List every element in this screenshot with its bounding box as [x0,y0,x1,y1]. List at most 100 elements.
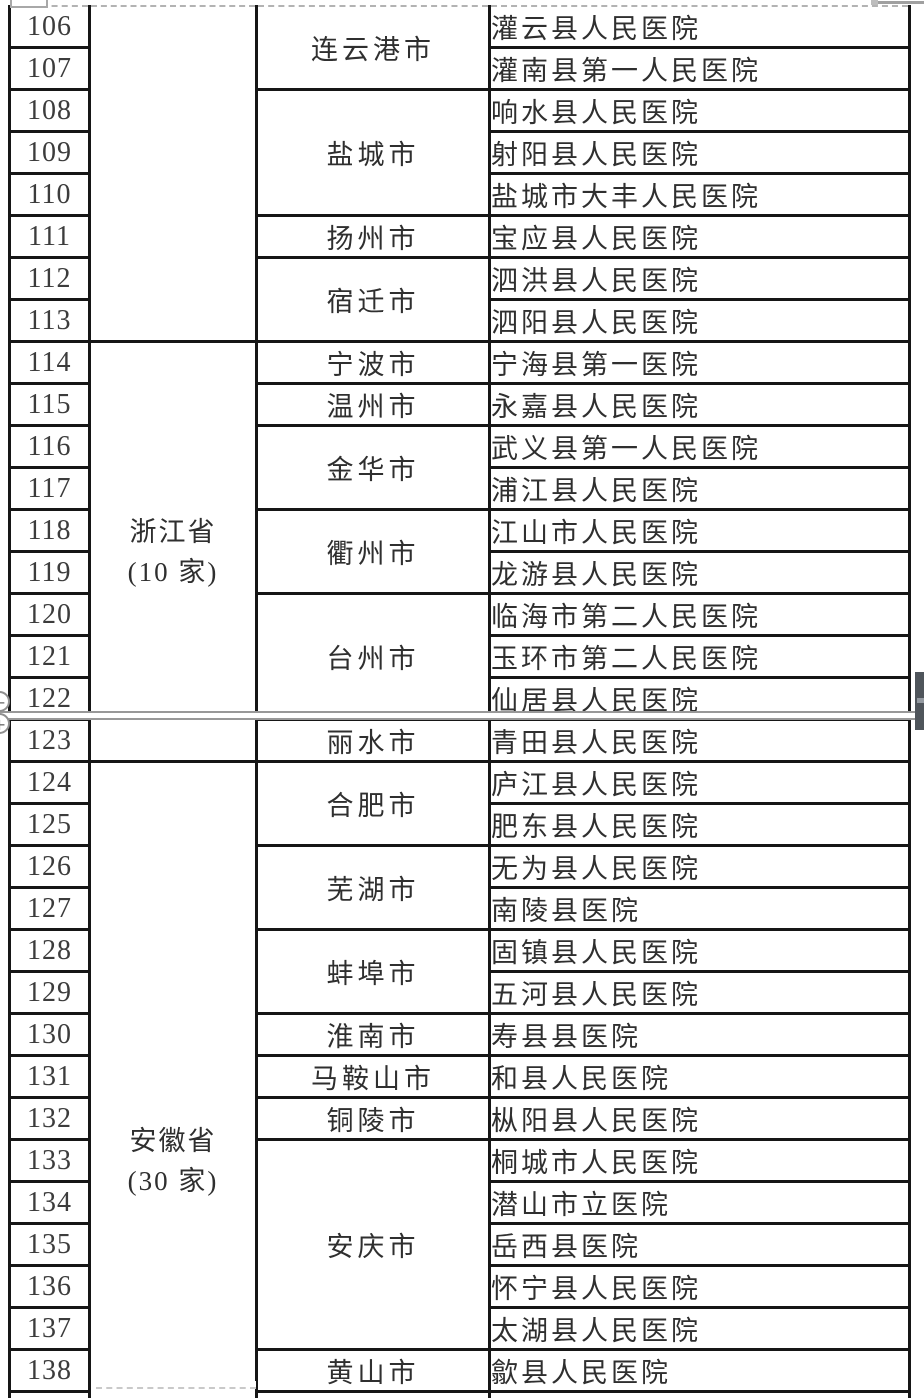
table-row: 113 泗阳县人民医院 [8,298,911,343]
province-cell [88,5,258,343]
table-row: 119 龙游县人民医院 [8,550,911,595]
row-number-cell: 138 [8,1348,91,1393]
province-label-line: 浙江省 [129,516,217,547]
city-cell: 阜阳市 [255,1390,491,1398]
city-cell: 丽水市 [255,718,491,763]
hospital-name-cell: 玉环市第二人民医院 [488,634,911,679]
hospital-name-cell: 歙县人民医院 [488,1348,911,1393]
row-number-cell: 115 [8,382,91,427]
hospital-name-cell: 肥东县人民医院 [488,802,911,847]
page-bottom-cut-line [96,1381,256,1389]
city-cell: 台州市 [255,592,491,721]
row-number-cell: 106 [8,5,91,49]
table-row: 132 铜陵市 枞阳县人民医院 [8,1096,911,1141]
city-cell: 合肥市 [255,760,491,847]
table-row: 136 怀宁县人民医院 [8,1264,911,1309]
hospital-name-cell: 桐城市人民医院 [488,1138,911,1183]
hospital-name-cell: 宝应县人民医院 [488,214,911,259]
hospital-name-cell: 无为县人民医院 [488,844,911,889]
table-row: 120 台州市 临海市第二人民医院 [8,592,911,721]
row-number-cell: 125 [8,802,91,847]
row-number-cell: 113 [8,298,91,343]
table-row: 131 马鞍山市 和县人民医院 [8,1054,911,1099]
hospital-name-cell: 岳西县医院 [488,1222,911,1267]
table-row: 128 蚌埠市 固镇县人民医院 [8,928,911,1015]
table-row: 118 衢州市 江山市人民医院 [8,508,911,595]
city-cell: 黄山市 [255,1348,491,1393]
table-row: 138 黄山市 歙县人民医院 [8,1348,911,1393]
table-row: 107 灌南县第一人民医院 [8,46,911,91]
hospital-name-cell: 灌云县人民医院 [488,5,911,49]
row-number-cell: 132 [8,1096,91,1141]
hospital-name-cell: 固镇县人民医院 [488,928,911,973]
hospital-name-cell: 龙游县人民医院 [488,550,911,595]
hospital-name-cell: 盐城市大丰人民医院 [488,172,911,217]
row-number-cell: 127 [8,886,91,931]
hospital-name-cell: 颍上县人民医院 [488,1390,911,1398]
hospital-name-cell: 泗阳县人民医院 [488,298,911,343]
table-row: 108 盐城市 响水县人民医院 [8,88,911,217]
table-row: 116 金华市 武义县第一人民医院 [8,424,911,511]
city-cell: 宁波市 [255,340,491,385]
table-row: 115 温州市 永嘉县人民医院 [8,382,911,427]
city-cell: 衢州市 [255,508,491,595]
hospital-name-cell: 庐江县人民医院 [488,760,911,805]
table-row: 123 丽水市 青田县人民医院 [8,718,911,763]
zoom-in-button[interactable]: + [0,713,10,734]
row-number-cell: 130 [8,1012,91,1057]
table-row: 106 连云港市 灌云县人民医院 [8,5,911,343]
scrollbar-grip [917,698,924,703]
city-cell: 安庆市 [255,1138,491,1351]
city-cell: 蚌埠市 [255,928,491,1015]
row-number-cell: 107 [8,46,91,91]
table-row: 135 岳西县医院 [8,1222,911,1267]
table-row: 110 盐城市大丰人民医院 [8,172,911,217]
page-top-left-artifact [10,0,48,8]
hospital-name-cell: 南陵县医院 [488,886,911,931]
row-number-cell: 109 [8,130,91,175]
row-number-cell: 126 [8,844,91,889]
table-row: 121 玉环市第二人民医院 [8,634,911,679]
province-cell: 浙江省 (10 家) [88,340,258,763]
hospital-name-cell: 潜山市立医院 [488,1180,911,1225]
hospital-table-body: 106 连云港市 灌云县人民医院 107 灌南县第一人民医院 108 盐城市 响水县人民医院 1… [8,5,911,1398]
hospital-name-cell: 浦江县人民医院 [488,466,911,511]
hospital-name-cell: 射阳县人民医院 [488,130,911,175]
page-top-right-artifact [876,1,924,4]
table-row: 109 射阳县人民医院 [8,130,911,175]
province-cell: 安徽省 (30 家) [88,760,258,1398]
province-label-line: (30 家) [127,1165,219,1196]
hospital-name-cell: 青田县人民医院 [488,718,911,763]
zoom-out-button[interactable]: − [0,691,10,712]
hospital-name-cell: 宁海县第一医院 [488,340,911,385]
table-row: 117 浦江县人民医院 [8,466,911,511]
city-cell: 扬州市 [255,214,491,259]
page-top-right-nub [871,0,878,5]
row-number-cell: 135 [8,1222,91,1267]
row-number-cell: 123 [8,718,91,763]
vertical-scrollbar-thumb[interactable] [915,672,924,730]
row-number-cell: 111 [8,214,91,259]
row-number-cell: 108 [8,88,91,133]
table-row: 129 五河县人民医院 [8,970,911,1015]
hospital-name-cell: 江山市人民医院 [488,508,911,553]
hospital-name-cell: 枞阳县人民医院 [488,1096,911,1141]
hospital-name-cell: 永嘉县人民医院 [488,382,911,427]
table-row: 124 安徽省 (30 家) 合肥市 庐江县人民医院 [8,760,911,1398]
table-row: 114 浙江省 (10 家) 宁波市 宁海县第一医院 [8,340,911,763]
row-number-cell: 136 [8,1264,91,1309]
hospital-name-cell: 和县人民医院 [488,1054,911,1099]
row-number-cell: 110 [8,172,91,217]
table-row: 130 淮南市 寿县县医院 [8,1012,911,1057]
table-row: 137 太湖县人民医院 [8,1306,911,1351]
hospital-name-cell: 灌南县第一人民医院 [488,46,911,91]
row-number-cell: 117 [8,466,91,511]
row-number-cell: 133 [8,1138,91,1183]
row-number-cell: 124 [8,760,91,805]
hospital-name-cell: 太湖县人民医院 [488,1306,911,1351]
row-number-cell: 120 [8,592,91,637]
city-cell: 铜陵市 [255,1096,491,1141]
city-cell: 芜湖市 [255,844,491,931]
table-row: 139 阜阳市颍上县人民医院 [8,1390,911,1398]
